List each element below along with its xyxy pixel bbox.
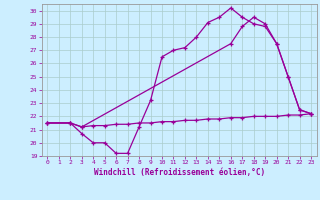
X-axis label: Windchill (Refroidissement éolien,°C): Windchill (Refroidissement éolien,°C) — [94, 168, 265, 177]
